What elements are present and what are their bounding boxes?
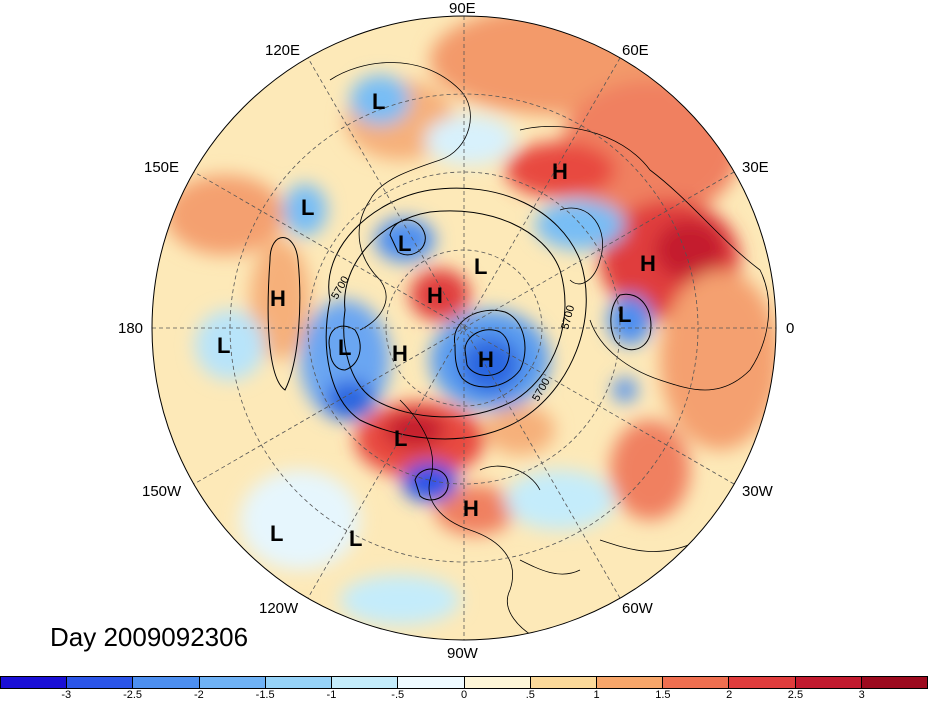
low-pressure-center: L [618, 302, 632, 327]
height-contours [267, 187, 652, 501]
colorbar-swatch [398, 676, 465, 689]
colorbar-swatch [861, 676, 928, 689]
colorbar-swatch [795, 676, 862, 689]
colorbar-swatch [729, 676, 796, 689]
colorbar [0, 676, 928, 689]
colorbar-swatch [67, 676, 134, 689]
colorbar-tick-label: -2.5 [123, 689, 143, 701]
low-pressure-center: L [338, 335, 352, 360]
lon-label-150e: 150E [144, 159, 180, 176]
colorbar-swatch [530, 676, 597, 689]
high-pressure-center: H [552, 159, 568, 184]
low-pressure-center: H [478, 347, 494, 372]
low-pressure-center: L [217, 333, 231, 358]
high-pressure-center: H [463, 496, 479, 521]
high-pressure-center: L [394, 426, 408, 451]
colorbar-tick-label: 3 [858, 689, 865, 701]
lon-label-90e: 90E [449, 0, 476, 17]
low-pressure-center: L [349, 526, 363, 551]
colorbar-tick-label: -1.5 [255, 689, 275, 701]
colorbar-tick-label: .5 [525, 689, 535, 701]
colorbar-tick-label: -.5 [391, 689, 405, 701]
graticule [152, 16, 776, 640]
colorbar-swatch [332, 676, 399, 689]
lon-label-120e: 120E [265, 42, 301, 59]
lon-label-30w: 30W [742, 483, 773, 500]
colorbar-swatch [199, 676, 266, 689]
colorbar-tick-label: 1 [593, 689, 600, 701]
colorbar-swatch [464, 676, 531, 689]
low-pressure-center: L [372, 89, 386, 114]
colorbar-swatch [133, 676, 200, 689]
colorbar-swatch [0, 676, 68, 689]
high-pressure-center: H [270, 286, 286, 311]
lon-label-60e: 60E [622, 42, 649, 59]
colorbar-tick-label: -2 [193, 689, 204, 701]
colorbar-tick-label: 0 [460, 689, 468, 701]
lon-label-120w: 120W [259, 600, 299, 617]
colorbar-tick-label: -3 [61, 689, 72, 701]
colorbar-swatch [663, 676, 730, 689]
high-pressure-center: H [640, 251, 656, 276]
low-pressure-center: L [301, 195, 315, 220]
colorbar-tick-label: 1.5 [655, 689, 671, 701]
lon-label-30e: 30E [742, 159, 769, 176]
colorbar-tick-label: -1 [326, 689, 337, 701]
lon-label-0: 0 [786, 320, 795, 337]
colorbar-tick-label: 2.5 [787, 689, 804, 701]
colorbar-tick-label: 2 [726, 689, 733, 701]
lon-label-90w: 90W [447, 645, 478, 662]
high-pressure-center: H [427, 283, 443, 308]
anomaly-field [165, 16, 776, 625]
low-pressure-center: L [270, 521, 284, 546]
low-pressure-center: H [392, 341, 408, 366]
lon-label-60w: 60W [622, 600, 653, 617]
date-title: Day 2009092306 [50, 622, 249, 652]
low-pressure-center: L [474, 254, 488, 279]
lon-label-150w: 150W [142, 483, 182, 500]
lon-label-180: 180 [118, 320, 144, 337]
colorbar-swatch [596, 676, 664, 689]
map-boundary [151, 15, 777, 641]
low-pressure-center: L [398, 231, 412, 256]
colorbar-swatch [265, 676, 333, 689]
